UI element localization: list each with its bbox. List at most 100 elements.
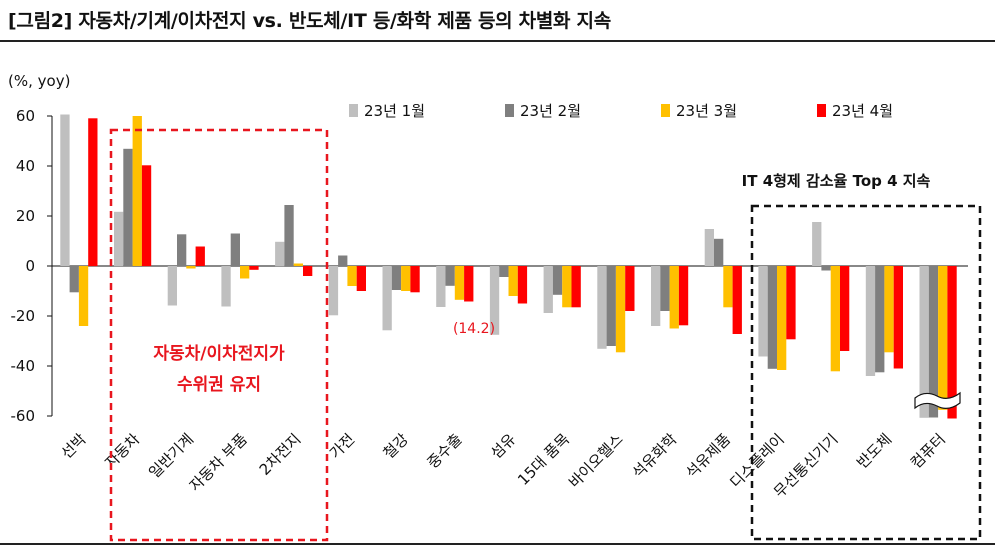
- bar-자동차-부품-23년-1월: [221, 266, 231, 307]
- legend-label: 23년 3월: [676, 102, 737, 120]
- category-label: 섬유: [487, 430, 519, 462]
- category-label: 가전: [326, 430, 358, 462]
- bar-가전-23년-1월: [328, 266, 339, 316]
- category-label: 자동차 부품: [186, 430, 251, 495]
- bar-선박-23년-3월: [78, 266, 89, 326]
- bar-섬유-23년-3월: [508, 266, 518, 296]
- bar-바이오헬스-23년-1월: [597, 266, 607, 349]
- bar-자동차-부품-23년-3월: [240, 266, 250, 279]
- data-label-export: (14.2): [453, 321, 495, 337]
- bar-바이오헬스-23년-4월: [625, 266, 635, 311]
- auto-highlight-box: [109, 128, 329, 542]
- bars: [60, 114, 957, 419]
- category-label: 중수출: [424, 430, 466, 472]
- bar-철강-23년-3월: [401, 266, 411, 291]
- auto-box-text-line2: 수위권 유지: [177, 375, 261, 395]
- bar-중수출-23년-1월: [436, 266, 446, 307]
- legend-swatch: [817, 104, 826, 117]
- category-label: 바이오헬스: [565, 430, 627, 492]
- bar-자동차-부품-23년-2월: [230, 233, 240, 266]
- bar-자동차-23년-3월: [132, 116, 142, 266]
- bar-무선통신기기-23년-1월: [812, 222, 822, 266]
- y-tick-label: 40: [16, 157, 35, 175]
- bar-철강-23년-1월: [382, 266, 392, 331]
- bar-15대-품목-23년-1월: [543, 266, 553, 313]
- bar-무선통신기기-23년-2월: [821, 266, 831, 271]
- bar-가전-23년-3월: [347, 266, 357, 286]
- category-label: 15대 품목: [514, 430, 573, 489]
- bar-석유화학-23년-2월: [660, 266, 670, 311]
- bar-반도체-23년-2월: [875, 266, 885, 373]
- bar-섬유-23년-1월: [489, 266, 500, 335]
- bar-석유제품-23년-2월: [714, 238, 724, 267]
- bar-중수출-23년-3월: [454, 266, 465, 300]
- bar-일반기계-23년-2월: [177, 234, 187, 267]
- bar-섬유-23년-2월: [499, 266, 509, 277]
- bar-일반기계-23년-3월: [186, 266, 196, 269]
- y-tick-label: 60: [16, 107, 35, 125]
- category-label: 철강: [380, 430, 412, 462]
- bar-석유제품-23년-1월: [704, 229, 714, 266]
- bar-석유화학-23년-1월: [651, 266, 661, 326]
- legend-label: 23년 2월: [520, 102, 581, 120]
- bar-철강-23년-4월: [410, 266, 420, 293]
- y-tick-label: -20: [11, 307, 36, 325]
- bar-반도체-23년-3월: [884, 266, 894, 353]
- bar-일반기계-23년-1월: [167, 266, 177, 306]
- bar-중수출-23년-4월: [464, 266, 474, 302]
- bar-바이오헬스-23년-3월: [615, 266, 626, 353]
- bar-자동차-23년-1월: [114, 211, 124, 267]
- legend-swatch: [349, 104, 358, 117]
- bar-반도체-23년-4월: [893, 266, 903, 369]
- category-label: 자동차: [101, 430, 143, 472]
- bar-컴퓨터-23년-3월: [938, 266, 948, 410]
- bar-컴퓨터-23년-4월: [947, 266, 957, 419]
- legend-label: 23년 1월: [364, 102, 425, 120]
- bar-철강-23년-2월: [391, 266, 402, 290]
- legend-swatch: [505, 104, 514, 117]
- bar-컴퓨터-23년-2월: [928, 266, 939, 418]
- bar-디스플레이-23년-2월: [767, 266, 777, 369]
- category-label: 석유제품: [682, 430, 734, 482]
- bar-디스플레이-23년-4월: [786, 266, 796, 340]
- auto-box-text-line1: 자동차/이차전지가: [153, 344, 285, 364]
- bar-2차전지-23년-3월: [293, 263, 303, 266]
- y-tick-label: -60: [11, 407, 36, 425]
- bar-2차전지-23년-4월: [303, 266, 313, 276]
- bar-석유제품-23년-3월: [723, 266, 733, 308]
- bar-2차전지-23년-1월: [275, 241, 285, 267]
- bar-석유화학-23년-3월: [669, 266, 679, 329]
- y-tick-label: 0: [25, 257, 35, 275]
- bar-디스플레이-23년-3월: [777, 266, 787, 370]
- category-label: 2차전지: [256, 430, 305, 479]
- category-label: 선박: [57, 430, 89, 462]
- y-tick-label: -40: [11, 357, 36, 375]
- bar-선박-23년-4월: [88, 118, 98, 267]
- bar-15대-품목-23년-4월: [571, 266, 581, 308]
- bar-반도체-23년-1월: [865, 266, 876, 376]
- bar-컴퓨터-23년-1월: [919, 266, 929, 418]
- bar-중수출-23년-2월: [445, 266, 455, 286]
- bar-무선통신기기-23년-3월: [830, 266, 840, 372]
- axis-break-mark: [914, 391, 961, 410]
- y-tick-label: 20: [16, 207, 35, 225]
- category-label: 컴퓨터: [907, 430, 949, 472]
- legend-swatch: [661, 104, 670, 117]
- bar-2차전지-23년-2월: [284, 205, 294, 266]
- category-label: 석유화학: [629, 430, 681, 482]
- category-label: 일반기계: [145, 430, 197, 482]
- bar-15대-품목-23년-3월: [562, 266, 572, 308]
- legend-label: 23년 4월: [832, 102, 893, 120]
- it-highlight-box: [750, 204, 982, 541]
- unit-label: (%, yoy): [8, 72, 70, 90]
- bar-선박-23년-1월: [60, 114, 70, 266]
- category-label: 반도체: [853, 430, 895, 472]
- bar-바이오헬스-23년-2월: [606, 266, 616, 346]
- bottom-divider: [0, 543, 995, 545]
- bar-자동차-23년-2월: [123, 148, 133, 267]
- it-box-caption: IT 4형제 감소율 Top 4 지속: [742, 172, 931, 190]
- bar-자동차-23년-4월: [141, 165, 152, 267]
- title-divider: [0, 40, 995, 42]
- bar-석유제품-23년-4월: [732, 266, 742, 334]
